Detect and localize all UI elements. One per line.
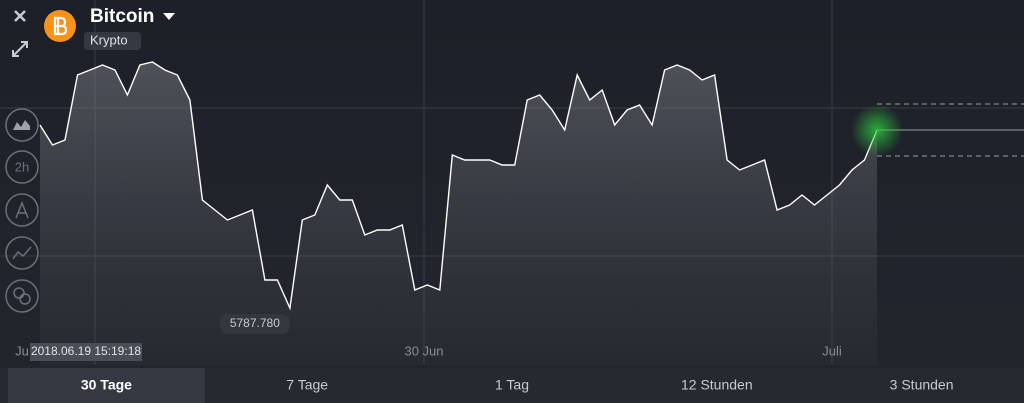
indicator-button[interactable] [5, 236, 39, 270]
value-label-text: 5787.780 [230, 316, 280, 330]
timeframe-button[interactable] [5, 150, 39, 184]
asset-title[interactable]: Bitcoin [90, 6, 154, 27]
tab-label[interactable]: 12 Stunden [681, 377, 753, 393]
price-guides [877, 103, 1024, 157]
draw-button[interactable] [5, 193, 39, 227]
sidebar [5, 108, 39, 313]
cursor-time-bg [30, 343, 142, 361]
timeframe-label: 2h [15, 159, 29, 174]
x-axis-label: Juli [822, 343, 842, 358]
x-axis-label: Ju [15, 343, 29, 358]
expand-icon[interactable] [12, 41, 28, 57]
cursor-time: 2018.06.19 15:19:18 [31, 344, 141, 358]
dropdown-arrow[interactable] [163, 13, 175, 20]
tabs: 30 Tage 7 Tage 1 Tag 12 Stunden 3 Stunden [8, 368, 954, 403]
tab-label[interactable]: 30 Tage [81, 377, 132, 393]
x-axis-label: 30 Jun [404, 343, 443, 358]
value-label-bg [219, 314, 290, 335]
bitcoin-icon [44, 10, 76, 42]
asset-subtitle: Krypto [90, 32, 128, 47]
value-label: 5787.780 [219, 314, 290, 335]
subtitle-badge [84, 32, 141, 50]
compare-button[interactable] [5, 279, 39, 313]
tab-label[interactable]: 3 Stunden [890, 377, 954, 393]
tab-label[interactable]: 7 Tage [286, 377, 328, 393]
close-icon[interactable] [14, 10, 26, 22]
current-price-glow [851, 104, 903, 156]
plot: 5787.780 Ju 30 Jun Juli 2018.06.19 15:19:18 [15, 61, 903, 365]
price-area [40, 62, 877, 365]
price-line [39, 61, 878, 311]
active-tab[interactable] [8, 368, 205, 403]
chart-type-button[interactable] [5, 108, 39, 142]
tab-label[interactable]: 1 Tag [495, 377, 529, 393]
